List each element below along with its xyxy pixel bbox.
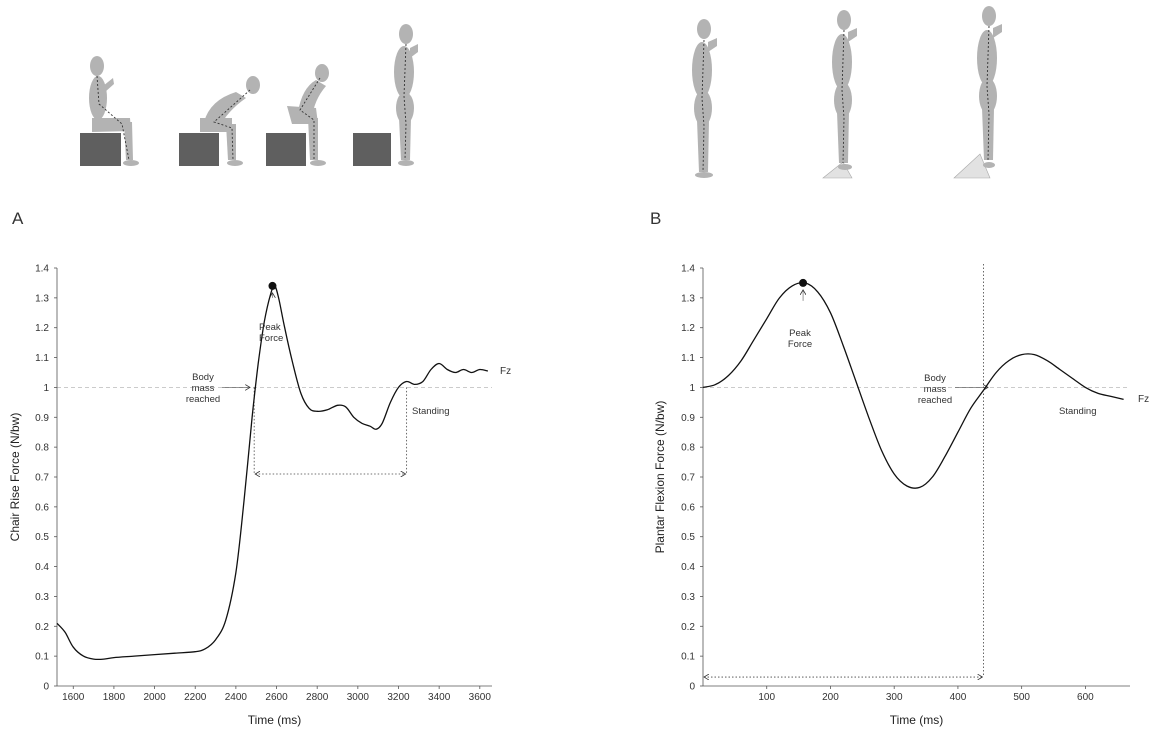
chair-box <box>80 133 121 166</box>
chart-a: 1600 1800 2000 2200 2400 2600 2800 3000 3200 3400… <box>8 264 511 728</box>
plantar-flexion-illustrations <box>692 6 1002 179</box>
figure-heel-raise-half-illustration <box>822 10 857 179</box>
y-tick-label: 0.2 <box>35 622 49 633</box>
y-tick-label: 0.4 <box>681 562 695 573</box>
y-tick-label: 0.6 <box>35 502 49 513</box>
x-tick-label: 600 <box>1077 692 1094 703</box>
x-tick-label: 2400 <box>225 692 248 703</box>
panel-label-a: A <box>12 209 24 228</box>
x-tick-label: 2600 <box>265 692 288 703</box>
y-tick-label: 1.1 <box>681 353 695 364</box>
y-tick-label: 0.7 <box>681 473 695 484</box>
y-tick-label: 0.3 <box>681 592 695 603</box>
y-tick-label: 0.1 <box>35 652 49 663</box>
figure-rising-illustration <box>266 64 329 166</box>
x-tick-label: 1800 <box>103 692 126 703</box>
figure-sitting-illustration <box>80 56 139 166</box>
annotation-peak-force: Peak Force <box>259 322 283 344</box>
y-tick-label: 0.9 <box>35 413 49 424</box>
y-tick-label: 0.8 <box>35 443 49 454</box>
y-tick-label: 1.4 <box>681 264 695 275</box>
x-tick-label: 2000 <box>143 692 166 703</box>
y-tick-label: 0.4 <box>35 562 49 573</box>
x-tick-label: 100 <box>758 692 775 703</box>
peak-point <box>799 278 808 287</box>
y-tick-label: 0.2 <box>681 622 695 633</box>
y-tick-label: 0.8 <box>681 443 695 454</box>
y-tick-label: 0.9 <box>681 413 695 424</box>
chair-box <box>179 133 219 166</box>
y-tick-label: 0.7 <box>35 473 49 484</box>
chair-box <box>266 133 306 166</box>
series-line-fz <box>56 285 489 661</box>
y-tick-label: 1 <box>43 383 49 394</box>
y-axis-title: Plantar Flexion Force (N/bw) <box>653 401 667 554</box>
x-tick-label: 300 <box>886 692 903 703</box>
x-tick-label: 3400 <box>428 692 451 703</box>
annotation-body-mass-reached: Body mass reached <box>186 372 220 405</box>
annotation-peak-force: Peak Force <box>788 328 812 350</box>
chair-box <box>353 133 391 166</box>
series-label-fz: Fz <box>500 366 511 377</box>
y-tick-label: 1 <box>689 383 695 394</box>
x-tick-label: 400 <box>950 692 967 703</box>
x-tick-label: 200 <box>822 692 839 703</box>
figure-heel-raise-full-illustration <box>953 6 1002 179</box>
figure-standing-flat-illustration <box>692 19 717 178</box>
x-tick-label: 500 <box>1013 692 1030 703</box>
y-tick-label: 0.5 <box>681 532 695 543</box>
y-tick-label: 0.5 <box>35 532 49 543</box>
figure-lean-illustration <box>179 76 260 166</box>
y-tick-label: 1.2 <box>681 323 695 334</box>
y-tick-label: 1.2 <box>35 323 49 334</box>
y-tick-label: 1.3 <box>35 293 49 304</box>
x-axis-title: Time (ms) <box>890 713 944 727</box>
x-tick-label: 3200 <box>387 692 410 703</box>
y-axis-title: Chair Rise Force (N/bw) <box>8 413 22 542</box>
y-tick-label: 0 <box>689 682 695 693</box>
x-tick-label: 1600 <box>62 692 85 703</box>
x-tick-label: 2800 <box>306 692 329 703</box>
y-tick-label: 1.4 <box>35 264 49 275</box>
panel-label-b: B <box>650 209 661 228</box>
y-tick-label: 0.6 <box>681 502 695 513</box>
peak-point <box>268 281 277 290</box>
annotation-standing: Standing <box>412 406 450 417</box>
x-axis-title: Time (ms) <box>248 713 302 727</box>
chair-rise-illustrations <box>80 24 418 166</box>
series-line-fz <box>702 281 1124 489</box>
x-tick-label: 2200 <box>184 692 207 703</box>
y-tick-label: 0.3 <box>35 592 49 603</box>
annotation-standing: Standing <box>1059 406 1097 417</box>
series-label-fz: Fz <box>1138 394 1149 405</box>
y-tick-label: 1.3 <box>681 293 695 304</box>
y-tick-label: 1.1 <box>35 353 49 364</box>
annotation-body-mass-reached: Body mass reached <box>918 373 952 406</box>
y-tick-label: 0 <box>43 682 49 693</box>
x-tick-label: 3000 <box>347 692 370 703</box>
x-tick-label: 3600 <box>469 692 492 703</box>
figure-standing-illustration <box>353 24 418 166</box>
chart-b: 100 200 300 400 500 600 0 0.1 0.2 0.3 0.4 0.5 0.6 0.… <box>653 264 1149 728</box>
y-tick-label: 0.1 <box>681 652 695 663</box>
